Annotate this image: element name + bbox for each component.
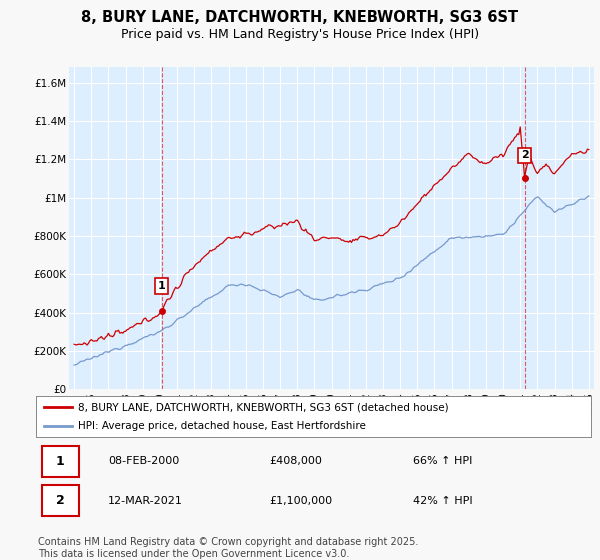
Text: 08-FEB-2000: 08-FEB-2000 (108, 456, 179, 466)
Text: 8, BURY LANE, DATCHWORTH, KNEBWORTH, SG3 6ST: 8, BURY LANE, DATCHWORTH, KNEBWORTH, SG3… (82, 10, 518, 25)
Text: 42% ↑ HPI: 42% ↑ HPI (413, 496, 473, 506)
Text: £408,000: £408,000 (269, 456, 322, 466)
Text: £1,100,000: £1,100,000 (269, 496, 332, 506)
Text: 1: 1 (158, 281, 166, 291)
Text: 2: 2 (521, 151, 529, 160)
FancyBboxPatch shape (41, 446, 79, 477)
Text: 2: 2 (56, 494, 65, 507)
Text: Price paid vs. HM Land Registry's House Price Index (HPI): Price paid vs. HM Land Registry's House … (121, 28, 479, 41)
FancyBboxPatch shape (41, 486, 79, 516)
Text: 1: 1 (56, 455, 65, 468)
Text: 66% ↑ HPI: 66% ↑ HPI (413, 456, 473, 466)
Text: HPI: Average price, detached house, East Hertfordshire: HPI: Average price, detached house, East… (77, 421, 365, 431)
Text: Contains HM Land Registry data © Crown copyright and database right 2025.
This d: Contains HM Land Registry data © Crown c… (38, 537, 418, 559)
Text: 8, BURY LANE, DATCHWORTH, KNEBWORTH, SG3 6ST (detached house): 8, BURY LANE, DATCHWORTH, KNEBWORTH, SG3… (77, 403, 448, 412)
Text: 12-MAR-2021: 12-MAR-2021 (108, 496, 183, 506)
